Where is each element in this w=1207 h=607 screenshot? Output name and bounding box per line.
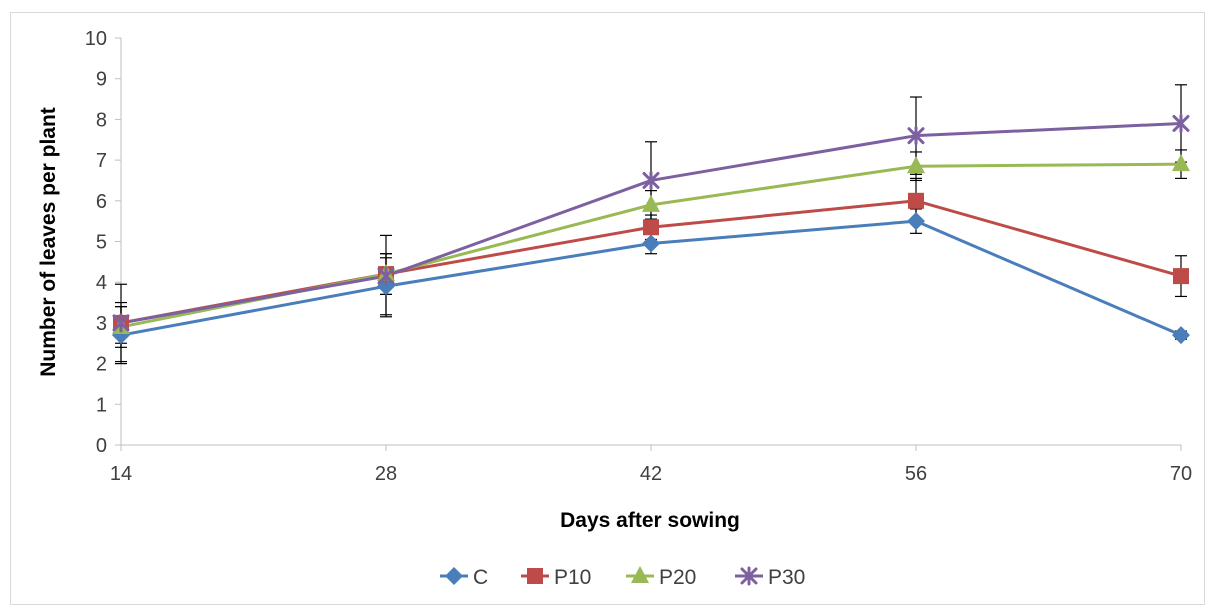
y-tick-label: 0 <box>96 435 107 457</box>
data-point-p30 <box>377 266 395 286</box>
legend-label-p20: P20 <box>659 566 696 589</box>
y-tick-label: 10 <box>85 28 107 50</box>
legend-marker-p30 <box>740 566 758 586</box>
y-tick-label: 6 <box>96 191 107 213</box>
legend-label-p10: P10 <box>554 566 591 589</box>
legend: C P10 P20 P30 <box>440 566 805 589</box>
data-point-p10 <box>908 192 924 209</box>
y-tick-label: 2 <box>96 354 107 376</box>
x-axis-title: Days after sowing <box>560 509 740 532</box>
legend-marker-c <box>445 567 463 585</box>
x-tick-label: 28 <box>375 463 397 485</box>
data-point-p30 <box>642 170 660 190</box>
data-point-p20 <box>1172 154 1190 172</box>
legend-label-c: C <box>473 566 488 589</box>
y-axis-title: Number of leaves per plant <box>37 107 60 377</box>
data-point-p20 <box>907 156 925 174</box>
data-point-c <box>907 212 925 231</box>
data-point-p20 <box>642 194 660 212</box>
y-tick-label: 3 <box>96 313 107 335</box>
legend-marker-p10 <box>527 568 543 584</box>
x-tick-label: 56 <box>905 463 927 485</box>
data-point-p30 <box>907 126 925 146</box>
data-point-p10 <box>643 219 659 236</box>
y-tick-label: 8 <box>96 109 107 131</box>
legend-item-c: C <box>440 566 488 589</box>
legend-item-p30: P30 <box>735 566 805 589</box>
series-markers <box>112 113 1190 345</box>
legend-marker-p20 <box>631 566 649 583</box>
data-point-p10 <box>1173 268 1189 285</box>
y-tick-label: 1 <box>96 394 107 416</box>
y-tick-label: 7 <box>96 150 107 172</box>
y-tick-label: 4 <box>96 272 107 294</box>
data-point-c <box>1172 326 1190 345</box>
y-tick-label: 5 <box>96 232 107 254</box>
x-tick-label: 42 <box>640 463 662 485</box>
x-tick-label: 70 <box>1170 463 1192 485</box>
data-point-p30 <box>1172 113 1190 133</box>
legend-label-p30: P30 <box>768 566 805 589</box>
legend-item-p10: P10 <box>521 566 591 589</box>
x-tick-label: 14 <box>110 463 132 485</box>
data-point-c <box>642 234 660 253</box>
y-tick-label: 9 <box>96 69 107 91</box>
data-point-p30 <box>112 313 130 333</box>
legend-item-p20: P20 <box>626 566 696 589</box>
